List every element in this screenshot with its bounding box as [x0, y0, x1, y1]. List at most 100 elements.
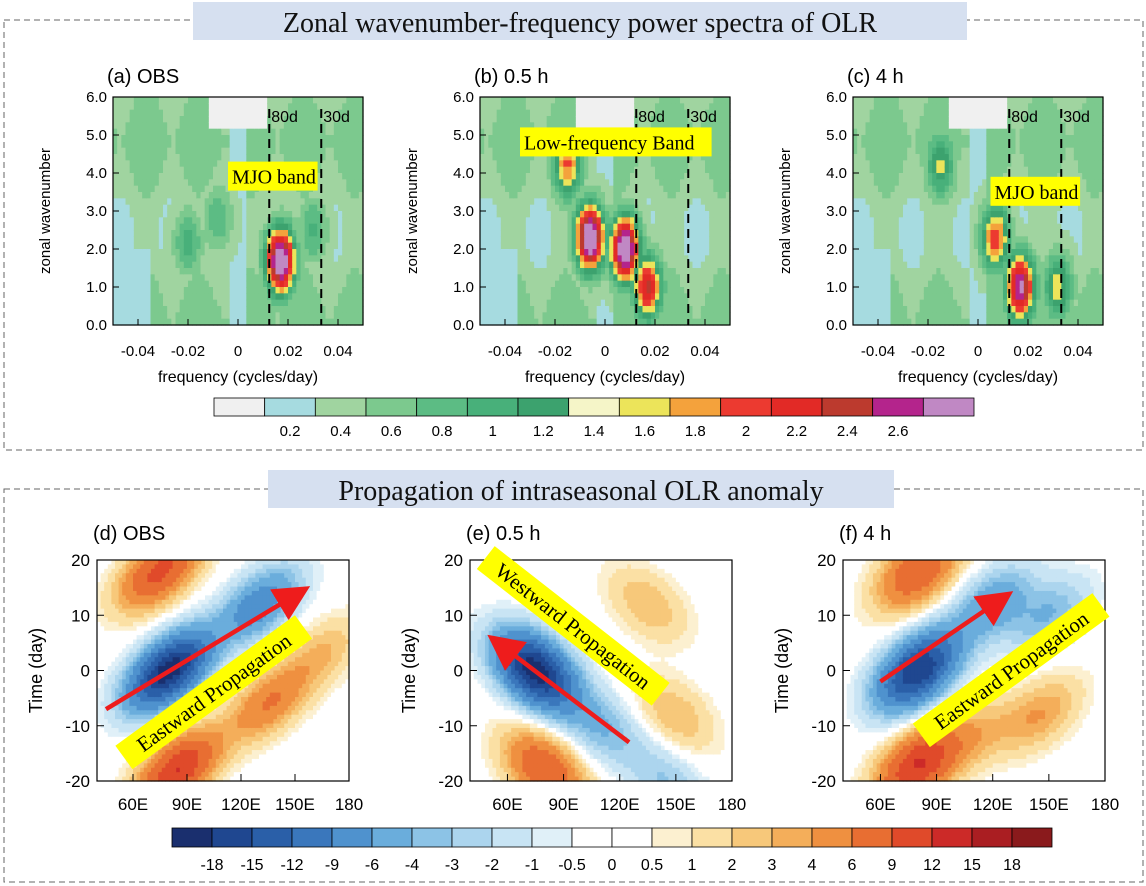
- panel-b-cell: [555, 287, 560, 294]
- panel-a-cell: [175, 217, 181, 225]
- panel-a-cell: [146, 128, 152, 136]
- panel-b-cell: [575, 299, 581, 307]
- panel-b-cell: [721, 185, 727, 193]
- panel-b-cell: [496, 166, 502, 174]
- panel-c-cell: [869, 230, 875, 237]
- panel-a-cell: [246, 147, 252, 155]
- panel-a-cell: [117, 173, 122, 180]
- panel-b-cell: [505, 217, 510, 225]
- panel-c-cell: [915, 160, 921, 168]
- x-tick-label: -0.02: [171, 343, 205, 360]
- panel-a-cell: [279, 204, 285, 212]
- panel-a-cell: [350, 255, 356, 263]
- panel-b-cell: [509, 268, 514, 275]
- panel-c-cell: [919, 147, 925, 155]
- panel-b-cell: [505, 166, 510, 174]
- panel-a-cell: [133, 135, 139, 142]
- panel-a-cell: [146, 211, 152, 218]
- panel-b-cell: [609, 217, 614, 225]
- panel-a-cell: [196, 173, 202, 180]
- panel-a-cell: [288, 255, 293, 263]
- panel-b-cell: [538, 160, 544, 168]
- panel-a-cell: [171, 293, 177, 301]
- panel-c-cell: [886, 166, 892, 174]
- panel-a-cell: [333, 287, 339, 294]
- panel-c-cell: [865, 306, 871, 313]
- panel-c-cell: [894, 116, 900, 123]
- panel-a-cell: [308, 97, 314, 104]
- panel-a-cell: [175, 97, 181, 104]
- panel-b-cell: [534, 211, 539, 218]
- panel-c-cell: [911, 287, 917, 294]
- panel-a-cell: [208, 135, 214, 142]
- panel-a-cell: [208, 109, 214, 117]
- panel-c-cell: [853, 306, 858, 313]
- panel-a-cell: [217, 179, 222, 187]
- panel-a-cell: [254, 141, 260, 149]
- panel-b-cell: [696, 230, 702, 237]
- panel-a-cell: [158, 249, 164, 256]
- panel-b-cell: [592, 185, 598, 193]
- panel-a-cell: [283, 211, 289, 218]
- panel-a-cell: [192, 318, 197, 326]
- panel-a-cell: [267, 280, 272, 288]
- panel-b-cell: [571, 192, 577, 199]
- panel-a-cell: [133, 109, 139, 117]
- panel-b-cell: [488, 299, 494, 307]
- panel-b-cell: [705, 299, 710, 307]
- panel-c-cell: [861, 185, 867, 193]
- panel-a-cell: [208, 249, 214, 256]
- panel-b-cell: [638, 249, 644, 256]
- panel-a-cell: [213, 293, 218, 301]
- panel-a-cell: [325, 192, 331, 199]
- panel-a-cell: [292, 141, 297, 149]
- panel-a-cell: [188, 249, 193, 256]
- panel-b-cell: [634, 280, 639, 288]
- panel-a-cell: [154, 103, 160, 111]
- panel-a-cell: [354, 128, 360, 136]
- panel-a-cell: [233, 217, 239, 225]
- panel-a-cell: [121, 198, 127, 206]
- panel-b-cell: [625, 242, 631, 250]
- panel-a-cell: [275, 204, 281, 212]
- panel-a-cell: [129, 299, 135, 307]
- panel-b-cell: [492, 299, 498, 307]
- panel-b-cell: [492, 268, 498, 275]
- panel-b-cell: [667, 109, 673, 117]
- panel-a-cell: [204, 122, 210, 130]
- panel-b-cell: [513, 109, 519, 117]
- panel-c-cell: [919, 173, 925, 180]
- panel-a-cell: [329, 204, 335, 212]
- panel-b-cell: [517, 261, 523, 269]
- panel-c-cell: [915, 249, 921, 256]
- panel-b-cell: [688, 223, 694, 231]
- panel-a-cell: [125, 204, 131, 212]
- panel-b-cell: [613, 287, 619, 294]
- panel-b-cell: [513, 97, 519, 104]
- panel-a-cell: [163, 318, 168, 326]
- panel-a-cell: [158, 147, 164, 155]
- panel-a-cell: [133, 242, 139, 250]
- panel-b-cell: [592, 154, 598, 161]
- panel-b-cell: [500, 109, 506, 117]
- panel-a-cell: [213, 204, 218, 212]
- panel-a-cell: [263, 97, 268, 104]
- panel-b-cell: [717, 179, 723, 187]
- panel-a-cell: [175, 185, 181, 193]
- panel-b-cell: [550, 217, 556, 225]
- panel-a-cell: [213, 318, 218, 326]
- panel-b-cell: [592, 116, 598, 123]
- panel-a-cell: [279, 97, 285, 104]
- panel-b-cell: [625, 198, 631, 206]
- panel-b-cell: [721, 274, 727, 282]
- panel-a-cell: [275, 287, 281, 294]
- panel-c-cell: [911, 103, 917, 111]
- panel-a-cell: [163, 287, 168, 294]
- panel-a-cell: [175, 242, 181, 250]
- panel-c-cell: [894, 154, 900, 161]
- panel-a-cell: [133, 173, 139, 180]
- panel-c-cell: [903, 135, 908, 142]
- panel-a-cell: [208, 261, 214, 269]
- panel-a-cell: [117, 255, 122, 263]
- panel-c-cell: [878, 268, 883, 275]
